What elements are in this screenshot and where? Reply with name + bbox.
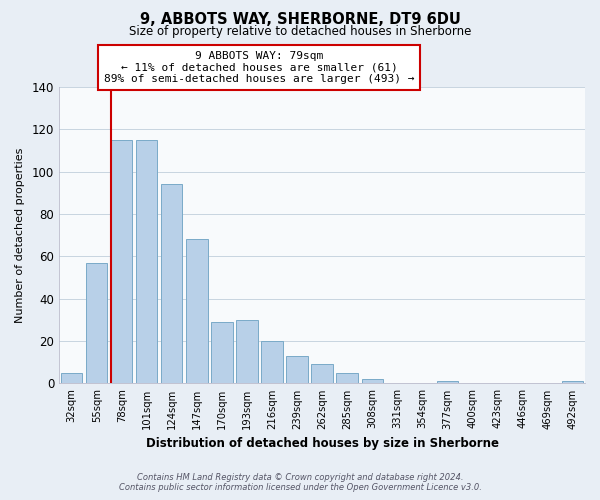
Bar <box>186 240 208 384</box>
Bar <box>211 322 233 384</box>
Bar <box>311 364 333 384</box>
Text: 9 ABBOTS WAY: 79sqm
← 11% of detached houses are smaller (61)
89% of semi-detach: 9 ABBOTS WAY: 79sqm ← 11% of detached ho… <box>104 51 414 84</box>
Bar <box>111 140 133 384</box>
Bar <box>337 373 358 384</box>
X-axis label: Distribution of detached houses by size in Sherborne: Distribution of detached houses by size … <box>146 437 499 450</box>
Text: Size of property relative to detached houses in Sherborne: Size of property relative to detached ho… <box>129 25 471 38</box>
Bar <box>236 320 257 384</box>
Bar <box>286 356 308 384</box>
Bar <box>562 382 583 384</box>
Bar <box>437 382 458 384</box>
Y-axis label: Number of detached properties: Number of detached properties <box>15 148 25 323</box>
Text: Contains HM Land Registry data © Crown copyright and database right 2024.
Contai: Contains HM Land Registry data © Crown c… <box>119 473 481 492</box>
Bar <box>362 379 383 384</box>
Bar <box>61 373 82 384</box>
Bar <box>262 341 283 384</box>
Bar <box>161 184 182 384</box>
Bar <box>136 140 157 384</box>
Bar <box>86 263 107 384</box>
Text: 9, ABBOTS WAY, SHERBORNE, DT9 6DU: 9, ABBOTS WAY, SHERBORNE, DT9 6DU <box>140 12 460 28</box>
